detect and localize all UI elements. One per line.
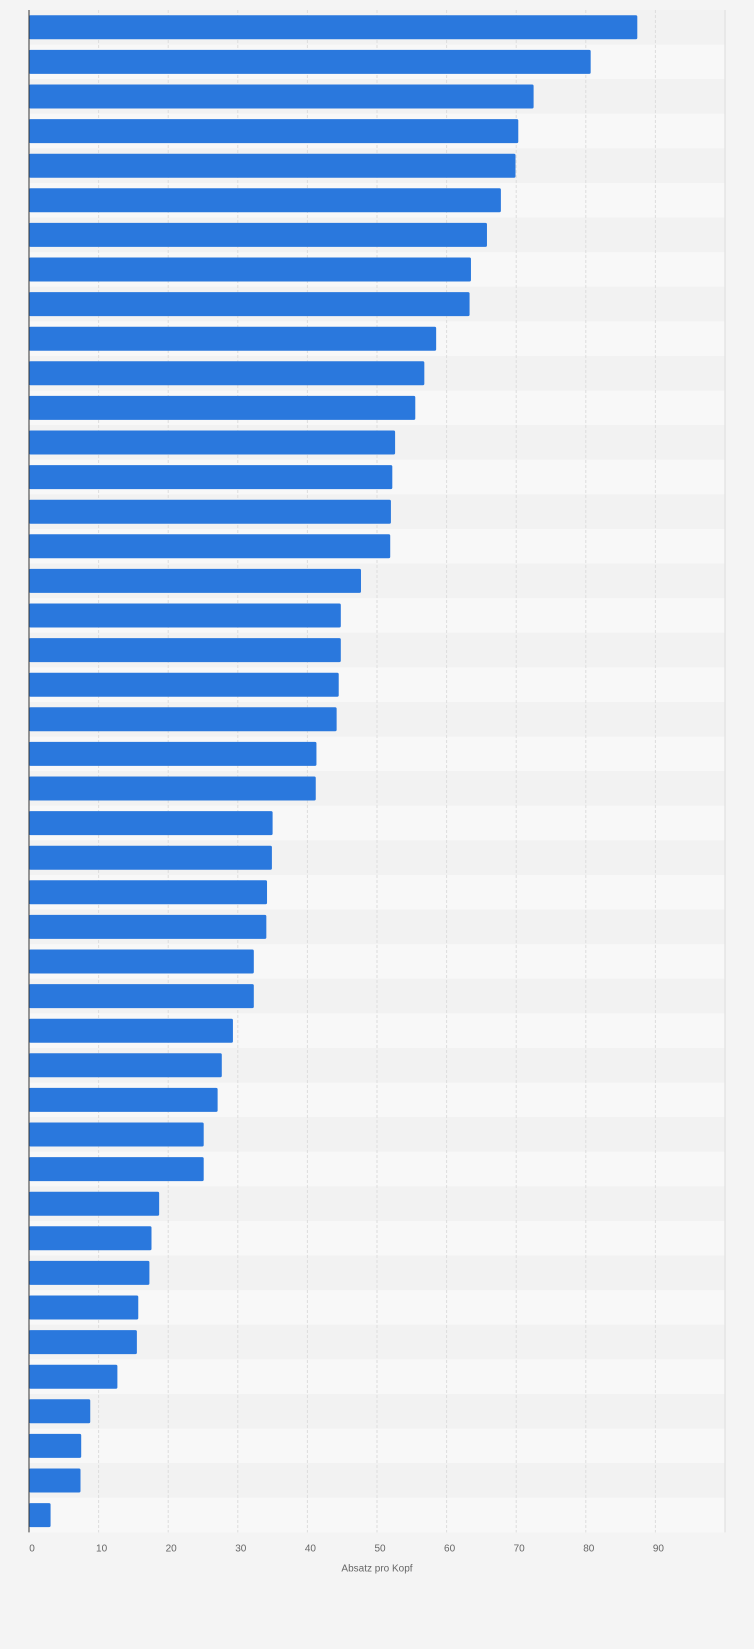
x-tick-label: 60 <box>444 1543 456 1554</box>
bar[interactable] <box>29 1260 150 1285</box>
bar[interactable] <box>29 49 591 74</box>
x-tick-label: 40 <box>305 1543 317 1554</box>
bar[interactable] <box>29 15 638 40</box>
bar[interactable] <box>29 914 267 939</box>
bar[interactable] <box>29 222 487 247</box>
bar[interactable] <box>29 568 361 593</box>
bar[interactable] <box>29 1087 218 1112</box>
x-tick-label: 80 <box>583 1543 595 1554</box>
bar[interactable] <box>29 672 339 697</box>
bar[interactable] <box>29 811 273 836</box>
bar[interactable] <box>29 326 437 351</box>
x-axis-title: Absatz pro Kopf <box>341 1563 412 1574</box>
bar[interactable] <box>29 119 519 144</box>
x-tick-label: 70 <box>514 1543 526 1554</box>
bar[interactable] <box>29 603 341 628</box>
bar[interactable] <box>29 1191 160 1216</box>
bar[interactable] <box>29 188 501 213</box>
bar[interactable] <box>29 1399 91 1424</box>
bar[interactable] <box>29 1503 51 1528</box>
bar[interactable] <box>29 257 471 282</box>
bar[interactable] <box>29 707 337 732</box>
bar[interactable] <box>29 1157 204 1182</box>
bar[interactable] <box>29 845 272 870</box>
bar[interactable] <box>29 1330 137 1355</box>
bar[interactable] <box>29 361 425 386</box>
bar[interactable] <box>29 638 341 663</box>
bar[interactable] <box>29 880 268 905</box>
bar[interactable] <box>29 84 534 109</box>
x-tick-label: 10 <box>96 1543 108 1554</box>
x-tick-label: 20 <box>166 1543 178 1554</box>
bar[interactable] <box>29 534 391 559</box>
bar[interactable] <box>29 1122 204 1147</box>
bar[interactable] <box>29 153 516 178</box>
gridlines <box>98 10 726 1533</box>
bar[interactable] <box>29 292 470 317</box>
bar[interactable] <box>29 776 316 801</box>
bar[interactable] <box>29 1433 82 1458</box>
bar[interactable] <box>29 1018 233 1043</box>
bar[interactable] <box>29 499 391 524</box>
bar[interactable] <box>29 741 317 766</box>
bar[interactable] <box>29 395 416 420</box>
x-tick-labels: 0 10 20 30 40 50 60 70 80 90 <box>29 1543 664 1554</box>
bars <box>29 15 638 1528</box>
x-tick-label: 50 <box>374 1543 386 1554</box>
bar[interactable] <box>29 430 396 455</box>
bar[interactable] <box>29 1053 222 1078</box>
bar[interactable] <box>29 984 254 1009</box>
x-tick-label: 30 <box>235 1543 247 1554</box>
bar[interactable] <box>29 465 393 490</box>
bar[interactable] <box>29 1226 152 1251</box>
bar[interactable] <box>29 949 254 974</box>
bar[interactable] <box>29 1295 139 1320</box>
x-tick-label: 90 <box>653 1543 665 1554</box>
bar[interactable] <box>29 1364 118 1389</box>
bar[interactable] <box>29 1468 81 1493</box>
x-tick-label: 0 <box>29 1543 35 1554</box>
